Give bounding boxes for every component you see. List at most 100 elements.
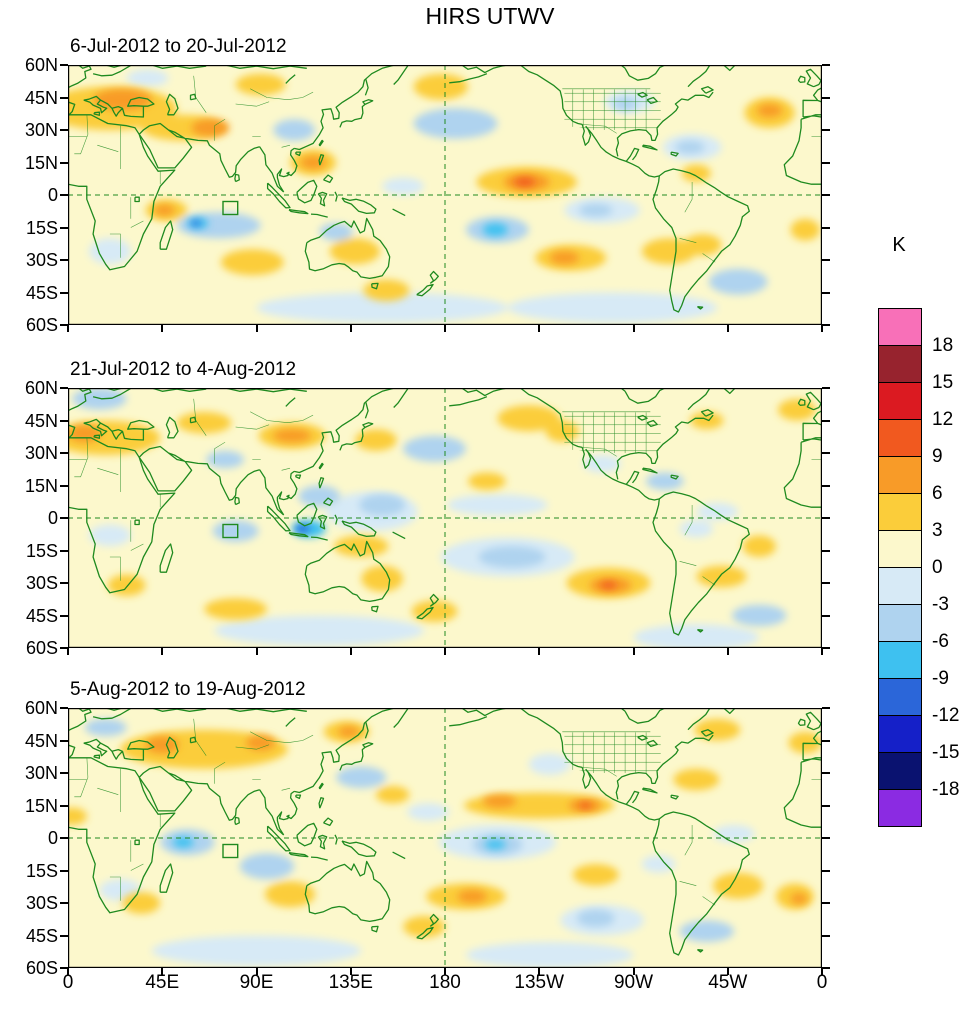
axis-tick <box>255 968 258 975</box>
axis-tick <box>822 902 830 904</box>
axis-tick <box>822 194 830 196</box>
latitude-tick-label: 0 <box>47 185 58 205</box>
axis-tick <box>60 96 68 99</box>
axis-tick <box>161 648 164 655</box>
axis-tick <box>822 647 830 649</box>
latitude-tick-label: 15S <box>25 540 58 561</box>
colorbar-unit-label: K <box>892 234 906 256</box>
map-panel-2 <box>68 388 822 648</box>
latitude-tick-label: 60S <box>25 958 58 978</box>
longitude-tick-label: 0 <box>816 972 828 993</box>
axis-tick <box>444 325 446 332</box>
longitude-tick-label: 45E <box>145 972 180 993</box>
map-panel-1 <box>68 65 822 325</box>
colorbar-cell <box>879 642 921 679</box>
latitude-tick-label: 30N <box>24 443 58 463</box>
latitude-tick-label: 60N <box>24 698 58 718</box>
colorbar-cell <box>879 383 921 420</box>
axis-tick <box>60 452 68 454</box>
axis-tick <box>822 804 830 807</box>
axis-tick <box>255 325 258 332</box>
axis-tick <box>822 259 830 261</box>
axis-tick <box>822 772 830 774</box>
latitude-tick-label: 30S <box>25 250 58 270</box>
axis-tick <box>822 614 830 617</box>
axis-tick <box>349 325 352 332</box>
axis-tick <box>60 291 68 294</box>
colorbar-tick-label: -18 <box>932 779 960 800</box>
colorbar-tick-label: -6 <box>932 631 949 652</box>
colorbar <box>878 308 922 827</box>
axis-tick <box>822 64 830 66</box>
axis-tick <box>822 161 830 164</box>
latitude-tick-label: 60S <box>25 638 58 658</box>
colorbar-tick-label: 6 <box>932 483 943 504</box>
latitude-tick-label: 30N <box>24 763 58 783</box>
colorbar-cell <box>879 605 921 642</box>
axis-tick <box>60 934 68 937</box>
axis-tick <box>822 582 830 584</box>
axis-tick <box>822 324 830 326</box>
axis-tick <box>822 869 830 872</box>
axis-tick <box>444 968 446 975</box>
latitude-tick-label: 15N <box>24 152 58 173</box>
colorbar-cell <box>879 420 921 457</box>
colorbar-tick-label: 0 <box>932 557 943 578</box>
longitude-tick-label: 45W <box>708 972 748 993</box>
colorbar-cell <box>879 531 921 568</box>
axis-tick <box>60 902 68 904</box>
axis-tick <box>60 64 68 66</box>
panel-3-title: 5-Aug-2012 to 19-Aug-2012 <box>70 679 306 700</box>
axis-tick <box>67 968 69 975</box>
colorbar-tick-label: 18 <box>932 335 954 356</box>
axis-tick <box>60 259 68 261</box>
panel-1-title: 6-Jul-2012 to 20-Jul-2012 <box>70 36 287 57</box>
colorbar-tick-label: -15 <box>932 742 960 763</box>
colorbar-cell <box>879 716 921 753</box>
axis-tick <box>60 194 68 196</box>
axis-tick <box>822 484 830 487</box>
latitude-tick-label: 0 <box>47 508 58 528</box>
latitude-tick-label: 15S <box>25 217 58 238</box>
figure-title: HIRS UTWV <box>425 3 555 29</box>
latitude-tick-label: 30S <box>25 573 58 593</box>
axis-tick <box>821 325 823 332</box>
latitude-tick-label: 15N <box>24 795 58 816</box>
colorbar-cell <box>879 494 921 531</box>
colorbar-tick-label: 12 <box>932 409 954 430</box>
axis-tick <box>822 517 830 519</box>
latitude-tick-label: 30N <box>24 120 58 140</box>
colorbar-tick-label: 3 <box>932 520 943 541</box>
axis-tick <box>67 648 69 655</box>
latitude-tick-label: 30S <box>25 893 58 913</box>
axis-tick <box>726 325 729 332</box>
colorbar-cell <box>879 346 921 383</box>
colorbar-tick-label: 9 <box>932 446 943 467</box>
colorbar-cell <box>879 679 921 716</box>
axis-tick <box>822 387 830 389</box>
latitude-tick-label: 60S <box>25 315 58 335</box>
latitude-tick-label: 45S <box>25 282 58 303</box>
axis-tick <box>349 968 352 975</box>
axis-tick <box>726 968 729 975</box>
axis-tick <box>60 517 68 519</box>
axis-tick <box>161 325 164 332</box>
axis-tick <box>822 452 830 454</box>
axis-tick <box>444 648 446 655</box>
axis-tick <box>60 419 68 422</box>
axis-tick <box>822 419 830 422</box>
panel-2-title: 21-Jul-2012 to 4-Aug-2012 <box>70 359 297 380</box>
axis-tick <box>821 968 823 975</box>
axis-tick <box>60 161 68 164</box>
axis-tick <box>60 226 68 229</box>
axis-tick <box>632 325 635 332</box>
colorbar-cell <box>879 457 921 494</box>
axis-tick <box>60 739 68 742</box>
axis-tick <box>632 968 635 975</box>
colorbar-cell <box>879 309 921 346</box>
axis-tick <box>822 707 830 709</box>
colorbar-cell <box>879 568 921 605</box>
colorbar-tick-label: 15 <box>932 372 954 393</box>
axis-tick <box>822 967 830 969</box>
